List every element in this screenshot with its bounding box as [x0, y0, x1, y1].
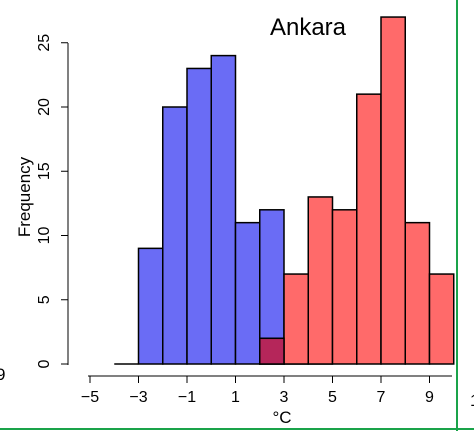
frame-border-right: [456, 0, 458, 431]
y-axis-label: Frequency: [15, 156, 34, 237]
edge-label-right: 1: [470, 391, 474, 410]
x-axis-label: °C: [272, 408, 291, 427]
edge-label-left: 9: [0, 365, 5, 384]
series-a-bar: [162, 106, 188, 365]
series-b-bars: [259, 16, 455, 365]
x-tick-label: 5: [328, 389, 337, 406]
x-tick-label: −3: [129, 389, 147, 406]
y-axis-ticks: 0 5 10 15 20 25: [36, 34, 68, 368]
series-b-bar: [283, 273, 309, 365]
series-a-bars: [114, 54, 333, 365]
series-b-bar: [331, 209, 358, 365]
y-tick-label: 5: [36, 295, 53, 304]
y-tick-label: 10: [36, 227, 53, 245]
series-b-bar: [404, 221, 431, 365]
frame-border-bottom: [0, 428, 474, 430]
series-a-bar: [137, 247, 164, 365]
series-a-bar: [210, 54, 237, 365]
x-tick-label: 7: [377, 389, 386, 406]
series-b-bar: [428, 273, 455, 365]
x-tick-label: −5: [81, 389, 99, 406]
y-tick-label: 15: [36, 162, 53, 180]
series-b-bar: [307, 196, 334, 365]
x-tick-label: 3: [280, 389, 289, 406]
series-a-bar: [234, 221, 261, 365]
chart-title: Ankara: [270, 14, 347, 41]
x-tick-label: −1: [178, 389, 196, 406]
series-b-bar: [380, 16, 406, 365]
series-a-bar: [186, 67, 212, 365]
x-axis-ticks: −5 −3 −1 1 3 5 7 9: [81, 376, 434, 406]
x-tick-label: 1: [231, 389, 240, 406]
overlap-bar: [259, 337, 285, 365]
series-b-bar: [356, 93, 382, 365]
overlap-bars: [259, 337, 285, 365]
y-tick-label: 0: [36, 359, 53, 368]
y-tick-label: 20: [36, 98, 53, 116]
y-tick-label: 25: [36, 34, 53, 52]
x-tick-label: 9: [425, 389, 434, 406]
